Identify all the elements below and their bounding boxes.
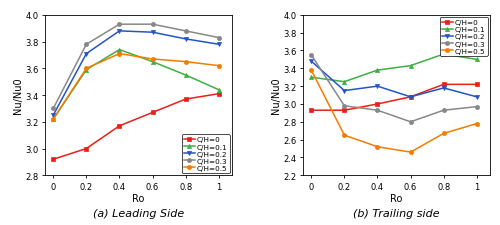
C/H=0.2: [440, 87, 446, 90]
C/H=0.2: [374, 86, 380, 88]
Line: C/H=0: C/H=0: [309, 83, 479, 113]
C/H=0.1: [182, 74, 188, 77]
C/H=0.5: [50, 118, 56, 121]
Line: C/H=0.1: C/H=0.1: [51, 48, 221, 122]
C/H=0.2: [474, 96, 480, 99]
C/H=0.5: [342, 134, 347, 137]
C/H=0.5: [116, 53, 122, 56]
C/H=0.3: [50, 108, 56, 110]
C/H=0: [308, 109, 314, 112]
Line: C/H=0.2: C/H=0.2: [309, 60, 479, 99]
C/H=0.5: [440, 133, 446, 135]
C/H=0.3: [474, 106, 480, 108]
C/H=0: [342, 109, 347, 112]
C/H=0: [50, 158, 56, 161]
C/H=0: [84, 148, 89, 150]
C/H=0.1: [440, 54, 446, 56]
C/H=0.2: [84, 53, 89, 56]
C/H=0.3: [84, 44, 89, 46]
C/H=0.2: [342, 90, 347, 92]
C/H=0.3: [374, 109, 380, 112]
C/H=0: [474, 84, 480, 86]
C/H=0.1: [474, 59, 480, 61]
C/H=0.5: [84, 68, 89, 70]
Line: C/H=0.3: C/H=0.3: [309, 54, 479, 124]
Line: C/H=0: C/H=0: [51, 92, 221, 162]
C/H=0.1: [342, 81, 347, 84]
C/H=0.5: [150, 58, 156, 61]
X-axis label: Ro: Ro: [390, 194, 402, 203]
C/H=0.5: [374, 146, 380, 148]
C/H=0.3: [150, 24, 156, 26]
C/H=0: [216, 93, 222, 96]
C/H=0.3: [216, 37, 222, 40]
C/H=0.1: [50, 118, 56, 121]
C/H=0.3: [342, 105, 347, 108]
C/H=0.3: [440, 109, 446, 112]
Legend: C/H=0, C/H=0.1, C/H=0.2, C/H=0.3, C/H=0.5: C/H=0, C/H=0.1, C/H=0.2, C/H=0.3, C/H=0.…: [182, 135, 230, 173]
C/H=0: [116, 125, 122, 128]
C/H=0: [374, 103, 380, 106]
C/H=0.1: [308, 76, 314, 79]
C/H=0: [440, 84, 446, 86]
C/H=0.3: [408, 121, 414, 124]
C/H=0.5: [408, 151, 414, 154]
Line: C/H=0.2: C/H=0.2: [51, 30, 221, 118]
C/H=0.1: [116, 49, 122, 52]
C/H=0.1: [84, 69, 89, 72]
Line: C/H=0.3: C/H=0.3: [51, 23, 221, 111]
C/H=0.5: [308, 70, 314, 72]
Y-axis label: Nu/Nu0: Nu/Nu0: [270, 77, 280, 114]
Text: (a) Leading Side: (a) Leading Side: [93, 208, 184, 218]
Legend: C/H=0, C/H=0.1, C/H=0.2, C/H=0.3, C/H=0.5: C/H=0, C/H=0.1, C/H=0.2, C/H=0.3, C/H=0.…: [440, 18, 488, 57]
X-axis label: Ro: Ro: [132, 194, 144, 203]
C/H=0: [150, 112, 156, 114]
C/H=0: [408, 96, 414, 99]
C/H=0.2: [150, 32, 156, 34]
C/H=0: [182, 98, 188, 101]
Line: C/H=0.1: C/H=0.1: [309, 53, 479, 84]
C/H=0.5: [474, 123, 480, 125]
C/H=0.2: [116, 30, 122, 33]
Line: C/H=0.5: C/H=0.5: [51, 52, 221, 122]
C/H=0.3: [116, 24, 122, 26]
C/H=0.5: [182, 61, 188, 64]
C/H=0.2: [216, 44, 222, 46]
C/H=0.5: [216, 65, 222, 68]
C/H=0.2: [182, 38, 188, 41]
C/H=0.2: [408, 96, 414, 99]
C/H=0.1: [374, 70, 380, 72]
C/H=0.1: [408, 65, 414, 68]
C/H=0.3: [308, 54, 314, 57]
Line: C/H=0.5: C/H=0.5: [309, 69, 479, 155]
Text: (b) Trailing side: (b) Trailing side: [353, 208, 440, 218]
C/H=0.1: [216, 89, 222, 92]
C/H=0.3: [182, 30, 188, 33]
C/H=0.2: [50, 114, 56, 117]
Y-axis label: Nu/Nu0: Nu/Nu0: [12, 77, 22, 114]
C/H=0.1: [150, 61, 156, 64]
C/H=0.2: [308, 61, 314, 63]
